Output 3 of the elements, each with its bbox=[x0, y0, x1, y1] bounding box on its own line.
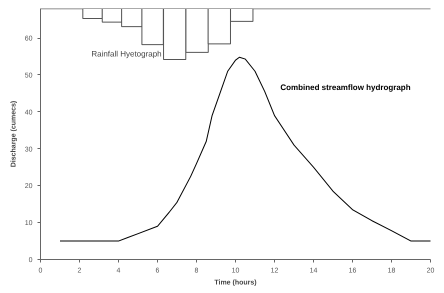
series-label: Combined streamflow hydrograph bbox=[280, 83, 411, 92]
series-label: Rainfall Hyetograph bbox=[91, 49, 162, 58]
line-series bbox=[60, 56, 430, 242]
